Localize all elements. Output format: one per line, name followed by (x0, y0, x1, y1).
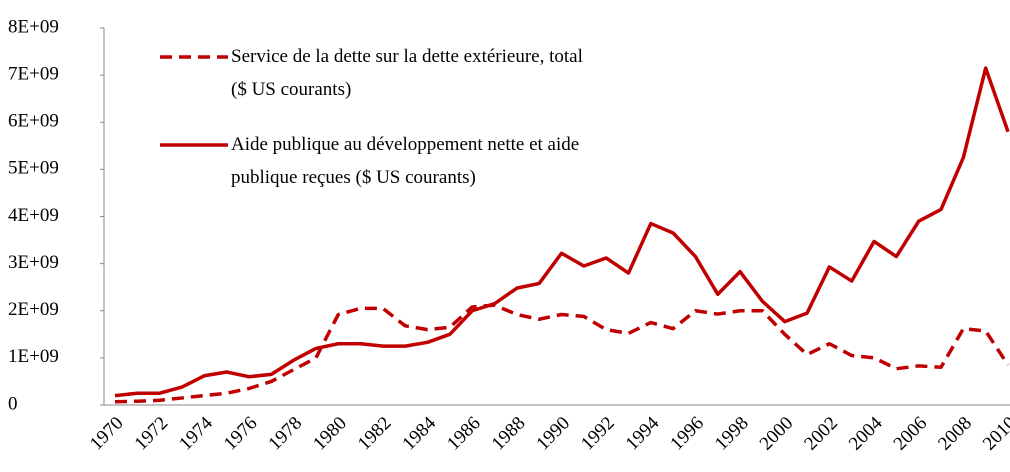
x-tick-label: 2000 (756, 413, 798, 455)
x-tick-label: 1980 (309, 413, 351, 455)
y-tick-label: 3E+09 (8, 252, 59, 273)
x-tick-label: 1988 (488, 413, 530, 455)
y-tick-label: 1E+09 (8, 346, 59, 367)
x-tick-label: 2010 (979, 413, 1010, 455)
series-line (114, 303, 1010, 404)
x-tick-label: 2008 (934, 413, 976, 455)
x-tick-label: 1970 (86, 413, 128, 455)
x-tick-label: 1990 (532, 413, 574, 455)
x-tick-label: 1986 (443, 413, 485, 455)
y-tick-label: 2E+09 (8, 299, 59, 320)
x-tick-label: 2006 (890, 413, 932, 455)
series-line (114, 66, 1010, 398)
x-tick-label: 1974 (175, 412, 217, 454)
x-tick-label: 1982 (354, 413, 396, 455)
x-tick-label: 1984 (398, 412, 440, 454)
x-tick-label: 1978 (264, 413, 306, 455)
y-tick-label: 4E+09 (8, 205, 59, 226)
legend-label: Service de la dette sur la dette extérie… (231, 46, 583, 100)
x-tick-label: 1996 (666, 413, 708, 455)
y-tick-label: 8E+09 (8, 16, 59, 37)
y-tick-label: 7E+09 (8, 63, 59, 84)
y-tick-label: 0 (8, 393, 18, 414)
y-tick-label: 6E+09 (8, 111, 59, 132)
x-tick-label: 1992 (577, 413, 619, 455)
y-tick-label: 5E+09 (8, 158, 59, 179)
x-tick-label: 1998 (711, 413, 753, 455)
x-tick-label: 1972 (131, 413, 173, 455)
x-tick-label: 2004 (845, 412, 887, 454)
x-tick-label: 1994 (622, 412, 664, 454)
legend-label: Aide publique au développement nette et … (231, 134, 580, 188)
x-tick-label: 2002 (800, 413, 842, 455)
x-tick-label: 1976 (220, 413, 262, 455)
